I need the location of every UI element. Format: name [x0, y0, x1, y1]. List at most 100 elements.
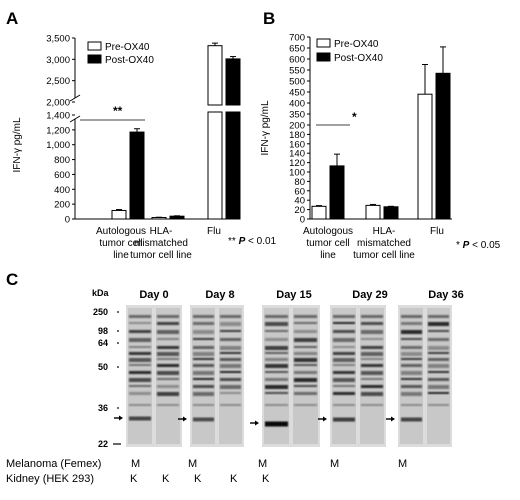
- panel-c-band: [401, 338, 422, 340]
- panel-c-band: [361, 315, 383, 318]
- panel-c-lane: [128, 308, 152, 444]
- panel-c-band: [333, 364, 355, 366]
- panel-c-band: [361, 338, 383, 340]
- panel-a-tick-label: 600: [54, 170, 70, 181]
- panel-c-band: [265, 371, 288, 373]
- panel-c-band: [428, 330, 449, 332]
- panel-a-legend-swatch: [87, 54, 102, 64]
- panel-b-tick-label: 550: [289, 66, 305, 77]
- panel-a-category-label: HLA-: [150, 226, 173, 237]
- panel-c-band: [265, 330, 288, 332]
- panel-a-legend-label: Post-OX40: [105, 55, 154, 66]
- panel-b-tick-label: 60: [294, 186, 305, 197]
- panel-c-band: [401, 358, 422, 360]
- panel-a-category-label: Flu: [207, 226, 221, 237]
- panel-a-bar: [225, 111, 241, 220]
- panel-c-band: [333, 385, 355, 387]
- panel-c-band: [294, 315, 317, 318]
- panel-c-band: [294, 378, 317, 382]
- panel-c-band: [220, 371, 241, 373]
- panel-a-tick-label: 800: [54, 155, 70, 166]
- panel-c-marker-dot: [117, 311, 119, 313]
- panel-c-band: [220, 330, 241, 332]
- panel-b-tick-label: 180: [289, 130, 305, 141]
- panel-c-band: [193, 378, 214, 380]
- panel-c-band: [265, 322, 288, 326]
- panel-c-letter: C: [6, 270, 18, 289]
- panel-c-band: [157, 371, 179, 375]
- panel-c-band: [265, 346, 288, 350]
- panel-c-band: [193, 322, 214, 325]
- panel-c-band: [193, 330, 214, 334]
- panel-c-band: [428, 392, 449, 394]
- panel-a-tick-label: 2,000: [46, 98, 70, 109]
- panel-b-bar: [311, 205, 327, 220]
- panel-c-band: [428, 352, 449, 354]
- panel-c-lane: [192, 308, 215, 444]
- panel-a-tick-label: 0: [65, 215, 70, 226]
- panel-c-band: [129, 352, 151, 355]
- panel-a-bar: [169, 215, 185, 220]
- panel-c-band: [193, 364, 214, 367]
- panel-c-band: [265, 358, 288, 361]
- panel-b-tick-label: 160: [289, 139, 305, 150]
- panel-c-band: [294, 385, 317, 387]
- panel-c-target-band: [401, 417, 422, 422]
- panel-c-band: [333, 330, 355, 333]
- panel-c-band: [361, 358, 383, 360]
- panel-a-legend-label: Pre-OX40: [105, 42, 150, 53]
- panel-c-band: [220, 315, 241, 318]
- panel-c-band: [294, 330, 317, 333]
- panel-c-band: [265, 315, 288, 318]
- panel-c-target-band: [193, 417, 214, 422]
- panel-c-marker-dot: [117, 342, 119, 344]
- panel-a-bar: [111, 209, 127, 220]
- panel-b-tick-label: 450: [289, 88, 305, 99]
- panel-c-lane: [156, 308, 180, 444]
- panel-c-band: [428, 346, 449, 350]
- panel-a-tick-label: 3,500: [46, 34, 70, 45]
- panel-c-band: [428, 378, 449, 381]
- panel-c-arrow-head: [323, 416, 327, 422]
- panel-c-day-label: Day 8: [205, 289, 234, 301]
- panel-c-band: [361, 364, 383, 367]
- panel-c-band: [265, 378, 288, 381]
- panel-b-category-label: Autologous: [303, 226, 353, 237]
- panel-c-band: [129, 330, 151, 333]
- panel-a-bar: [129, 131, 145, 220]
- panel-c-marker-label: 64: [98, 338, 108, 348]
- panel-c-row-label: Kidney (HEK 293): [6, 473, 94, 485]
- panel-c-band: [401, 404, 422, 406]
- panel-c-band: [157, 404, 179, 406]
- panel-b-category-label: Flu: [430, 226, 444, 237]
- panel-b-legend-label: Post-OX40: [334, 53, 383, 64]
- panel-b-bar: [417, 93, 433, 220]
- panel-b-legend-swatch: [316, 52, 331, 62]
- panel-c-band: [361, 404, 383, 406]
- panel-c-band: [361, 371, 383, 375]
- panel-c-arrow-head: [183, 416, 187, 422]
- panel-c-band: [401, 346, 422, 349]
- panel-c-blot-strip: [126, 305, 182, 447]
- panel-c-band: [220, 338, 241, 341]
- panel-c-lane-mark: M: [330, 458, 339, 470]
- panel-c-lane: [427, 308, 450, 444]
- panel-c-target-band: [265, 421, 288, 427]
- panel-c-band: [401, 315, 422, 318]
- panel-a-bar: [207, 111, 223, 220]
- panel-a-tick-label: 2,500: [46, 76, 70, 87]
- panel-c-band: [333, 338, 355, 342]
- panel-c-band: [265, 352, 288, 354]
- panel-b-tick-label: 120: [289, 158, 305, 169]
- panel-c-marker-dot: [117, 366, 119, 368]
- panel-c-band: [129, 315, 151, 318]
- panel-c-band: [361, 385, 383, 388]
- panel-b-category-label: tumor cell: [306, 238, 349, 249]
- panel-c-band: [294, 404, 317, 406]
- panel-c-band: [265, 404, 288, 406]
- panel-b-tick-label: 80: [294, 177, 305, 188]
- panel-a-significance-stars: **: [113, 104, 123, 118]
- panel-c-band: [428, 385, 449, 389]
